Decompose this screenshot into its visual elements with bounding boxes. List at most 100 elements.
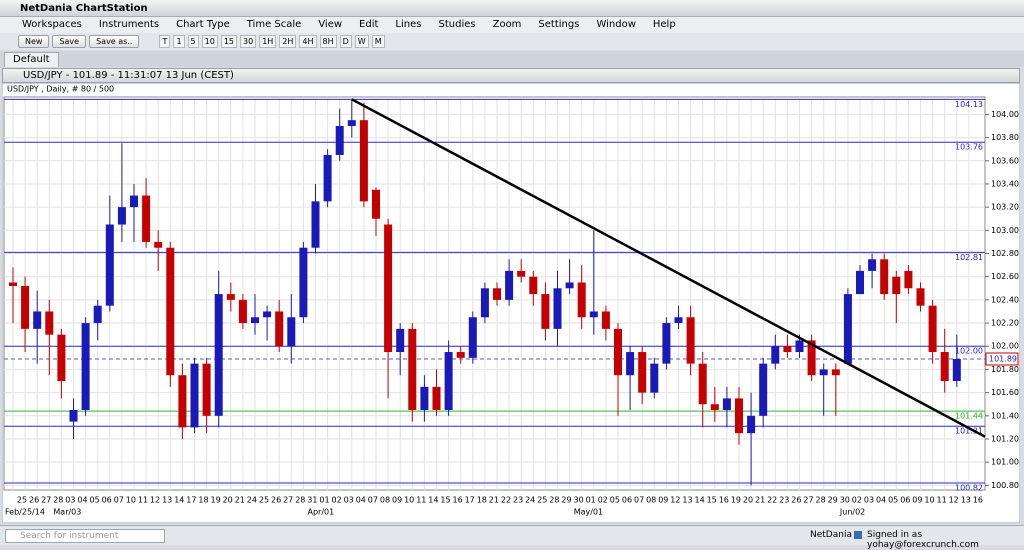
month-label: Mar/03 [53, 508, 81, 517]
x-tick-label: 04 [356, 496, 366, 505]
x-tick-label: 13 [162, 496, 172, 505]
toolbar-button[interactable]: Save [52, 35, 87, 48]
candle-body [662, 323, 671, 364]
candle-body [771, 346, 780, 364]
candle-body [21, 285, 30, 329]
y-tick-label: 104.00 [991, 110, 1019, 119]
x-tick-label: 16 [453, 496, 463, 505]
x-tick-label: 03 [864, 496, 874, 505]
timescale-button[interactable]: M [371, 35, 385, 48]
candle-body [45, 311, 54, 335]
x-tick-label: 22 [501, 496, 511, 505]
candle-body [831, 369, 840, 376]
menu-item[interactable]: View [318, 19, 343, 30]
candle-body [396, 328, 405, 353]
candle-body [928, 305, 937, 353]
toolbar-button[interactable]: New [18, 35, 50, 48]
timescale-button[interactable]: 4H [299, 35, 317, 48]
tab[interactable]: Default [4, 52, 59, 67]
x-tick-label: 18 [198, 496, 208, 505]
candle-body [238, 299, 247, 324]
x-tick-label: 17 [465, 496, 475, 505]
candle-body [154, 241, 163, 248]
x-tick-label: 09 [392, 496, 402, 505]
timescale-button[interactable]: 1H [259, 35, 277, 48]
timescale-button[interactable]: 15 [220, 35, 237, 48]
candle-body [686, 317, 695, 364]
candle-body [287, 317, 296, 347]
menu-item[interactable]: Window [596, 19, 636, 30]
toolbar-button[interactable]: Save as.. [89, 35, 140, 48]
timescale-button[interactable]: 5 [187, 35, 199, 48]
level-label: 101.44 [955, 412, 983, 421]
x-tick-label: 07 [368, 496, 378, 505]
menu-item[interactable]: Chart Type [176, 19, 230, 30]
menu-item[interactable]: Workspaces [22, 19, 82, 30]
level-label: 100.82 [955, 484, 983, 493]
candle-body [880, 259, 889, 295]
candle-body [275, 311, 284, 347]
candle-body [202, 363, 211, 416]
search-box[interactable]: Search for instrument [5, 529, 165, 543]
menu-item[interactable]: Lines [395, 19, 422, 30]
candle-body [710, 404, 719, 411]
menu-bar: Workspaces Instruments Chart Type Time Scal… [0, 17, 1024, 33]
x-tick-label: 02 [852, 496, 862, 505]
x-tick-label: 03 [65, 496, 75, 505]
x-tick-label: 14 [695, 496, 705, 505]
level-label: 101.31 [955, 427, 983, 436]
x-tick-label: 09 [912, 496, 922, 505]
y-tick-label: 103.40 [991, 179, 1019, 188]
candle-body [517, 270, 526, 277]
x-tick-label: 01 [586, 496, 596, 505]
menu-item[interactable]: Zoom [492, 19, 522, 30]
x-tick-label: 28 [549, 496, 559, 505]
menu-item[interactable]: Instruments [98, 19, 160, 30]
menu-item[interactable]: Studies [438, 19, 476, 30]
timescale-button[interactable]: 1 [173, 35, 185, 48]
candle-body [166, 247, 175, 376]
candle-body [444, 352, 453, 411]
x-tick-label: 21 [235, 496, 245, 505]
menu-item[interactable]: Edit [359, 19, 379, 30]
candle-body [105, 224, 114, 306]
x-tick-label: 19 [211, 496, 221, 505]
x-tick-label: 12 [150, 496, 160, 505]
timescale-button[interactable]: D [339, 35, 352, 48]
candle-body [577, 282, 586, 318]
candle-body [674, 317, 683, 324]
candle-body [614, 328, 622, 376]
candle-body [9, 282, 17, 286]
timescale-button[interactable]: 30 [240, 35, 257, 48]
timescale-button[interactable]: 2H [279, 35, 297, 48]
candle-body [335, 125, 344, 155]
x-tick-label: 27 [41, 496, 51, 505]
candle-body [735, 398, 743, 434]
candle-body [57, 334, 66, 382]
menu-item[interactable]: Help [652, 19, 676, 30]
timescale-button[interactable]: 8H [319, 35, 337, 48]
candle-body [650, 363, 659, 393]
x-tick-label: 13 [682, 496, 692, 505]
x-tick-label: 27 [803, 496, 813, 505]
x-tick-label: 20 [223, 496, 233, 505]
timescale-button[interactable]: 10 [201, 35, 218, 48]
x-tick-label: 13 [961, 496, 971, 505]
x-tick-label: 19 [731, 496, 741, 505]
candle-body [493, 288, 501, 300]
x-tick-label: 10 [404, 496, 414, 505]
menu-item[interactable]: Time Scale [246, 19, 302, 30]
candle-body [892, 276, 901, 295]
timescale-button[interactable]: W [354, 35, 369, 48]
candle-body [856, 270, 864, 295]
timescale-button[interactable]: T [159, 35, 171, 48]
candle-body [480, 288, 489, 318]
x-tick-label: 23 [779, 496, 789, 505]
menu-item[interactable]: Settings [538, 19, 580, 30]
candle-body [795, 340, 804, 353]
level-label: 104.13 [955, 100, 983, 109]
x-tick-label: 24 [525, 496, 535, 505]
x-tick-label: 12 [670, 496, 680, 505]
x-tick-label: 25 [17, 496, 27, 505]
x-tick-label: 26 [791, 496, 801, 505]
